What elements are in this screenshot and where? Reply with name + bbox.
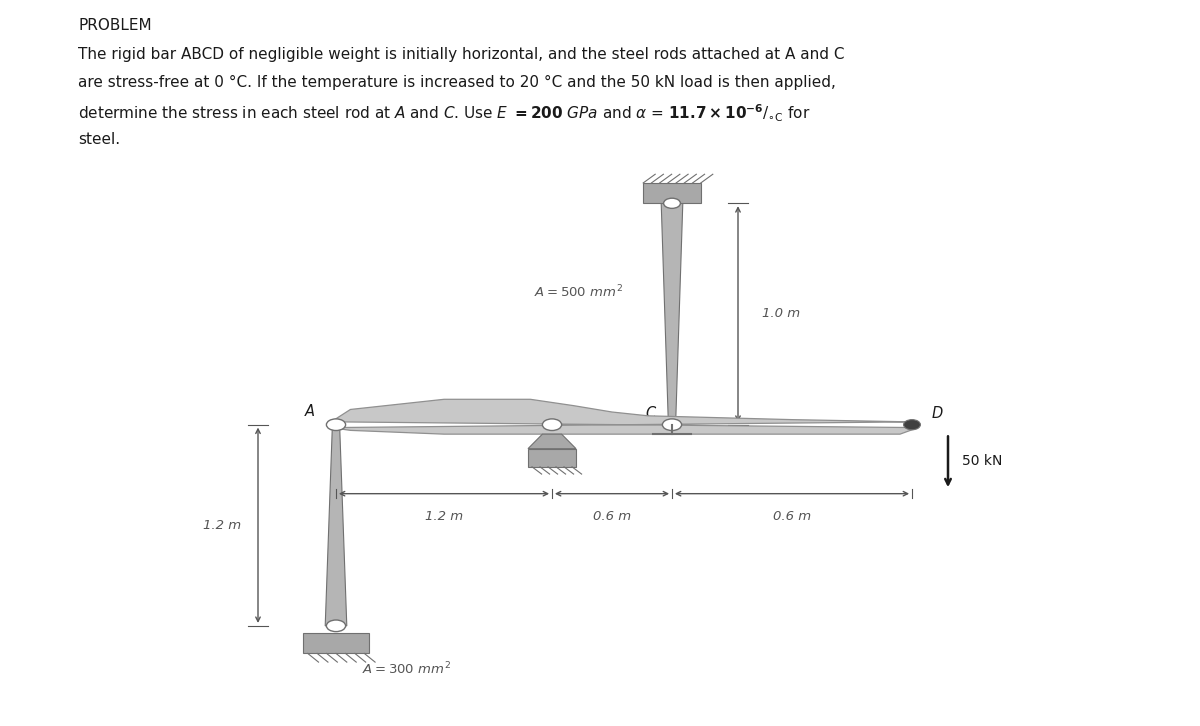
Text: 0.6 m: 0.6 m bbox=[773, 510, 811, 523]
Text: are stress-free at 0 °C. If the temperature is increased to 20 °C and the 50 kN : are stress-free at 0 °C. If the temperat… bbox=[78, 75, 836, 90]
Text: D: D bbox=[931, 406, 942, 421]
Text: A: A bbox=[305, 404, 314, 419]
Circle shape bbox=[326, 419, 346, 431]
Text: steel.: steel. bbox=[78, 132, 120, 147]
Bar bbox=[302, 633, 370, 653]
Text: B: B bbox=[526, 406, 535, 421]
Text: 1.2 m: 1.2 m bbox=[203, 519, 241, 531]
Polygon shape bbox=[331, 399, 918, 434]
Text: $A = 500\ mm^2$: $A = 500\ mm^2$ bbox=[534, 284, 623, 301]
Polygon shape bbox=[325, 425, 347, 626]
Circle shape bbox=[542, 419, 562, 431]
Text: C: C bbox=[644, 406, 655, 421]
Bar bbox=[643, 183, 701, 203]
Text: 0.6 m: 0.6 m bbox=[593, 510, 631, 523]
Polygon shape bbox=[661, 203, 683, 425]
Circle shape bbox=[326, 620, 346, 632]
Text: The rigid bar ABCD of negligible weight is initially horizontal, and the steel r: The rigid bar ABCD of negligible weight … bbox=[78, 47, 845, 62]
Bar bbox=[528, 449, 576, 467]
Text: 1.0 m: 1.0 m bbox=[762, 308, 800, 320]
Circle shape bbox=[904, 420, 920, 430]
Circle shape bbox=[662, 419, 682, 431]
Text: 50 kN: 50 kN bbox=[962, 454, 1003, 468]
Text: $A = 300\ mm^2$: $A = 300\ mm^2$ bbox=[362, 661, 451, 677]
Text: determine the stress in each steel rod at $\mathit{A}$ and $\mathit{C}$. Use $\m: determine the stress in each steel rod a… bbox=[78, 102, 810, 123]
Polygon shape bbox=[528, 434, 576, 449]
Text: 1.2 m: 1.2 m bbox=[425, 510, 463, 523]
Text: PROBLEM: PROBLEM bbox=[78, 18, 151, 33]
Circle shape bbox=[664, 198, 680, 208]
